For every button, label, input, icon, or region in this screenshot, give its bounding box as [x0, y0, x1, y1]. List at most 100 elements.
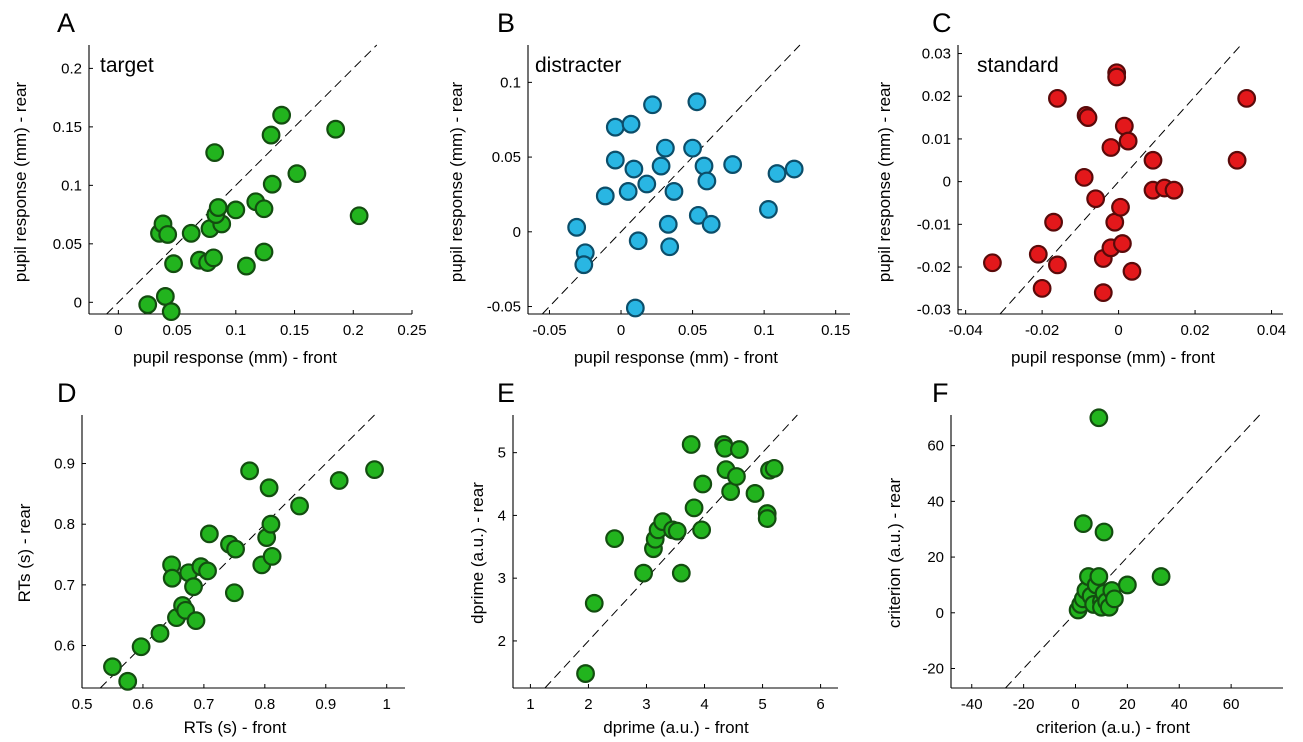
data-point [204, 248, 223, 268]
data-point [181, 223, 201, 243]
x-tick-label: 0.6 [133, 696, 154, 713]
x-tick-label: 0 [114, 322, 122, 339]
data-point [240, 461, 259, 481]
data-point [757, 509, 777, 528]
x-tick-label: 0.9 [315, 696, 336, 713]
y-tick-label: 0.15 [53, 119, 82, 136]
data-point [103, 657, 122, 677]
data-point [701, 214, 721, 234]
y-tick-label: 0.7 [54, 577, 75, 594]
data-point [605, 117, 625, 137]
y-tick-label: 60 [927, 438, 944, 455]
x-tick-label: 0.05 [162, 322, 191, 339]
x-tick-label: 40 [1171, 696, 1188, 713]
unity-line [106, 44, 378, 315]
data-point [567, 217, 587, 237]
data-point [1237, 88, 1257, 108]
data-point [1164, 180, 1184, 200]
x-tick-label: 0 [617, 322, 625, 339]
data-point [694, 156, 714, 176]
x-tick-label: 0.2 [343, 322, 364, 339]
y-tick-label: 0.9 [54, 456, 75, 473]
data-point [236, 256, 256, 276]
data-point [1073, 514, 1093, 534]
data-point [729, 440, 749, 459]
panel-letter: B [497, 8, 515, 38]
data-point [667, 521, 687, 541]
x-tick-label: 0 [1114, 322, 1122, 339]
data-point [618, 182, 638, 201]
x-tick-label: 3 [642, 696, 650, 713]
y-axis-label: pupil response (mm) - rear [447, 82, 466, 283]
data-point [161, 302, 181, 322]
panel-c: C standard pupil response (mm) - front p… [875, 8, 1286, 367]
panel-letter: E [497, 378, 515, 408]
data-point [605, 529, 624, 549]
data-point [574, 255, 594, 275]
data-point [983, 253, 1002, 273]
y-tick-label: 0 [936, 605, 944, 622]
data-point [329, 471, 349, 490]
panel-title: distracter [535, 54, 621, 77]
data-point [1078, 108, 1098, 127]
data-point [784, 159, 804, 179]
y-tick-label: 5 [498, 445, 506, 462]
panel-letter: A [57, 8, 75, 38]
panel-b: B distracter pupil response (mm) - front… [447, 8, 850, 367]
data-point [261, 125, 281, 145]
x-axis-label: RTs (s) - front [184, 718, 287, 737]
x-tick-label: 4 [700, 696, 708, 713]
x-tick-label: 1 [526, 696, 534, 713]
y-axis-label: RTs (s) - rear [15, 503, 34, 602]
y-tick-label: 0.02 [922, 88, 951, 105]
y-tick-label: 0.6 [54, 638, 75, 655]
y-tick-label: 4 [498, 507, 506, 524]
data-point [349, 206, 369, 226]
data-point [287, 164, 307, 184]
y-tick-label: 0 [74, 294, 82, 311]
data-point [628, 231, 648, 251]
data-point [1118, 131, 1138, 151]
y-tick-label: -0.01 [917, 216, 951, 233]
data-point [1048, 88, 1067, 108]
x-tick-label: 5 [758, 696, 766, 713]
x-axis-label: pupil response (mm) - front [133, 348, 337, 367]
data-point [1111, 197, 1130, 217]
y-axis-label: pupil response (mm) - rear [875, 82, 894, 283]
data-point [1113, 234, 1132, 253]
data-point [1093, 283, 1113, 303]
data-point [643, 95, 662, 115]
data-point [224, 583, 244, 603]
data-point [584, 593, 604, 613]
data-point [658, 214, 678, 234]
data-point [1089, 408, 1109, 428]
data-point [326, 119, 346, 139]
unity-line [999, 44, 1242, 315]
data-point [162, 568, 182, 588]
data-point [131, 637, 151, 657]
data-point [1032, 278, 1052, 298]
panel-letter: D [57, 378, 77, 408]
y-axis-label: criterion (a.u.) - rear [885, 478, 904, 629]
x-tick-label: -0.05 [532, 322, 566, 339]
data-point [660, 237, 680, 257]
data-point [651, 156, 671, 176]
panel-letter: F [932, 378, 949, 408]
data-point [764, 458, 784, 478]
y-tick-label: 0.05 [53, 236, 82, 253]
data-point [655, 138, 675, 158]
panel-a: A target pupil response (mm) - front pup… [11, 8, 427, 367]
data-point [1044, 212, 1063, 232]
data-point [1048, 255, 1067, 275]
data-point [767, 164, 787, 183]
x-tick-label: 0.7 [193, 696, 214, 713]
data-point [262, 174, 282, 194]
data-point [226, 200, 246, 220]
panel-title: standard [977, 54, 1059, 77]
y-tick-label: 0.1 [61, 177, 82, 194]
data-point [1143, 150, 1163, 170]
data-point [198, 561, 217, 581]
data-point [1089, 567, 1109, 586]
unity-line [544, 414, 798, 689]
